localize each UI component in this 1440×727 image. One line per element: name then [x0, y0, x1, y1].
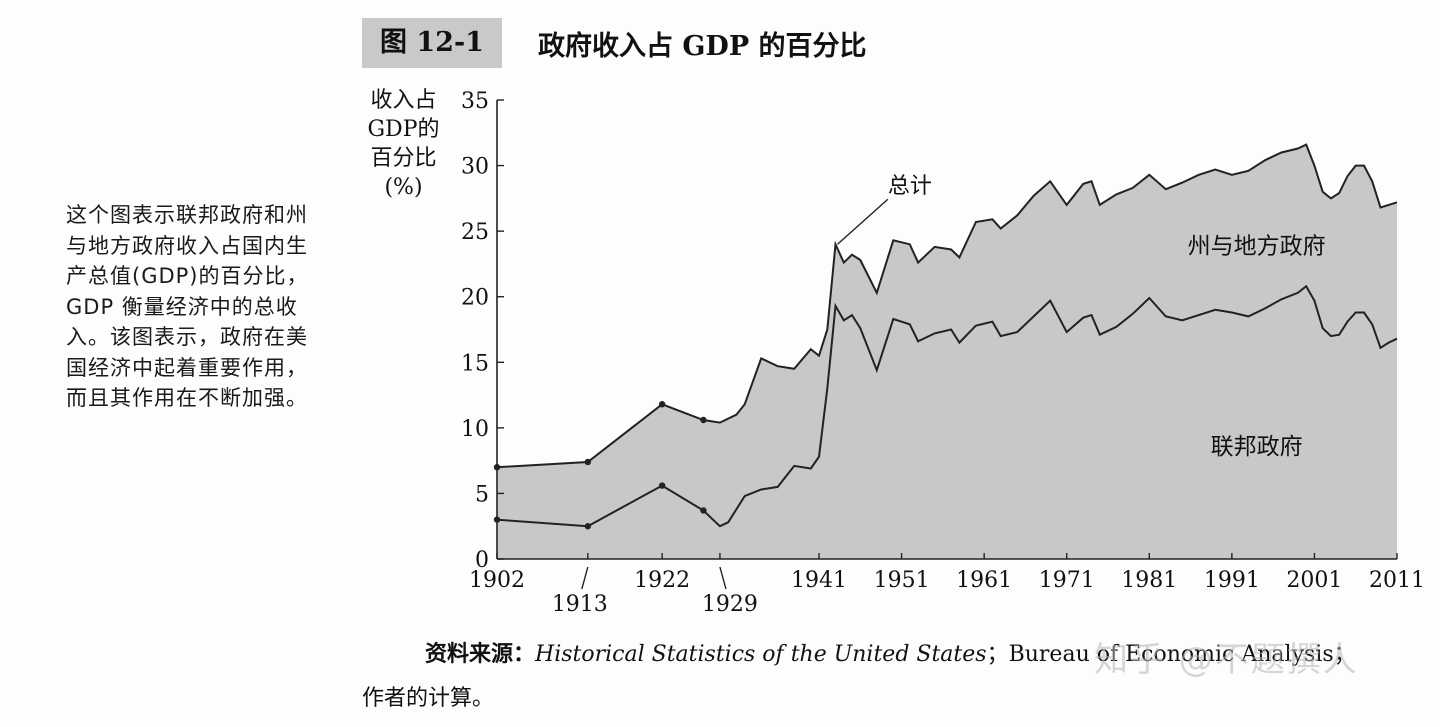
y-tick-label: 10	[461, 417, 489, 442]
federal-series-line	[496, 284, 1398, 528]
figure-title: 政府收入占 GDP 的百分比	[537, 30, 867, 62]
federal-data-point	[658, 482, 666, 489]
source-book-title: Historical Statistics of the United Stat…	[535, 642, 987, 667]
federal-data-point	[700, 507, 707, 514]
y-axis-label-line: (%)	[384, 175, 423, 200]
y-axis-label: 收入占 GDP的 百分比 (%)	[356, 86, 451, 202]
x-tick-label: 1971	[1039, 568, 1095, 593]
source-lead: 资料来源：	[425, 641, 536, 667]
figure-label: 图 12-1	[362, 18, 502, 68]
x-tick-label: 1981	[1121, 568, 1177, 593]
y-axis-label-line: 收入占	[370, 88, 437, 113]
figure-header: 图 12-1 政府收入占 GDP 的百分比	[362, 18, 867, 68]
y-tick-label: 20	[461, 286, 489, 311]
x-tick-label: 1991	[1204, 568, 1260, 593]
federal-data-point	[584, 523, 592, 530]
total-series-line	[496, 143, 1398, 469]
y-tick-label: 35	[461, 89, 489, 114]
y-tick-label: 25	[461, 220, 489, 245]
total-data-point	[658, 401, 666, 408]
x-tick-label: 1941	[791, 568, 847, 593]
total-annotation-leader	[837, 198, 889, 245]
x-tick-leader	[581, 566, 589, 590]
source-note: 资料来源：Historical Statistics of the United…	[425, 634, 1425, 675]
total-data-point	[584, 458, 592, 466]
y-tick-label: 5	[475, 482, 489, 507]
total-data-point	[700, 416, 707, 424]
x-tick-label: 1902	[469, 568, 525, 593]
y-axis-label-line: 百分比	[370, 146, 437, 171]
total-annotation-label: 总计	[888, 174, 932, 199]
x-tick-label: 1951	[874, 568, 930, 593]
x-tick-label: 1913	[552, 592, 608, 617]
side-note: 这个图表示联邦政府和州与地方政府收入占国内生产总值(GDP)的百分比，GDP 衡…	[66, 203, 309, 410]
source-continuation: 作者的计算。	[362, 686, 495, 711]
x-tick-label: 2011	[1369, 568, 1425, 593]
x-tick-label: 1961	[956, 568, 1012, 593]
total-area-fill	[497, 144, 1397, 559]
x-tick-label: 1922	[634, 568, 690, 593]
x-tick-label: 2001	[1286, 568, 1342, 593]
y-tick-label: 15	[461, 351, 489, 376]
state-local-area-label: 州与地方政府	[1188, 233, 1326, 259]
x-tick-label: 1929	[702, 592, 758, 617]
source-rest: ；Bureau of Economic Analysis；	[986, 642, 1356, 667]
x-tick-leader	[719, 566, 727, 590]
federal-area-label: 联邦政府	[1211, 434, 1303, 460]
y-axis-label-line: GDP的	[367, 117, 440, 142]
y-tick-label: 30	[461, 155, 489, 180]
y-tick-label: 0	[475, 548, 489, 573]
